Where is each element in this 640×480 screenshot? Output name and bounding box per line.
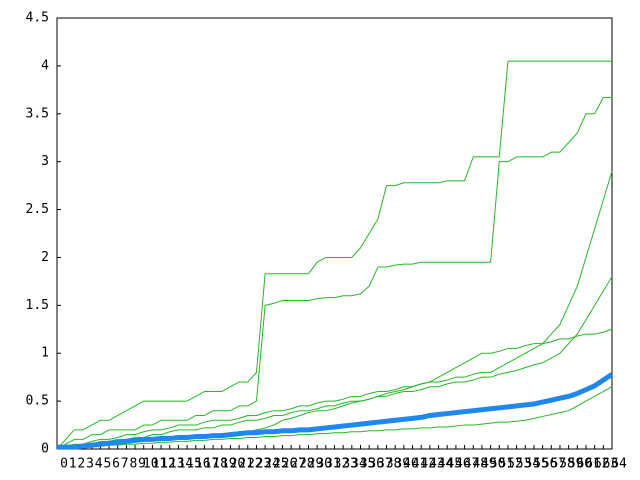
x-tick-label: 59 [568, 457, 584, 472]
x-tick-label: 31 [325, 457, 341, 472]
x-tick-label: 1 [69, 457, 77, 472]
x-tick-label: 23 [256, 457, 272, 472]
x-tick-label: 38 [386, 457, 402, 472]
y-tick-label: 2.5 [26, 202, 49, 217]
data-line [56, 60, 612, 450]
x-tick-label: 39 [394, 457, 410, 472]
data-line [57, 276, 613, 450]
x-tick-label: 45 [446, 457, 462, 472]
x-tick-label: 32 [334, 457, 350, 472]
x-tick-label: 60 [576, 457, 592, 472]
y-tick-label: 2 [41, 250, 49, 265]
x-tick-label: 54 [524, 457, 540, 472]
x-tick-label: 7 [121, 457, 129, 472]
x-tick-label: 53 [516, 457, 532, 472]
x-tick-label: 8 [129, 457, 137, 472]
plot-frame [56, 17, 613, 450]
x-tick-label: 62 [594, 457, 610, 472]
x-tick-label: 35 [360, 457, 376, 472]
x-tick-label: 61 [585, 457, 601, 472]
x-tick-label: 47 [464, 457, 480, 472]
y-tick-label: 1 [41, 346, 49, 361]
x-tick-label: 36 [368, 457, 384, 472]
x-tick-label: 50 [490, 457, 506, 472]
x-tick-label: 28 [299, 457, 315, 472]
x-tick-label: 2 [77, 457, 85, 472]
x-tick-label: 37 [377, 457, 393, 472]
data-line [56, 171, 613, 450]
x-tick-label: 55 [533, 457, 549, 472]
x-tick-label: 21 [238, 457, 254, 472]
x-tick-label: 41 [412, 457, 428, 472]
x-tick-label: 57 [550, 457, 566, 472]
x-tick-label: 5 [103, 457, 111, 472]
x-tick-label: 63 [603, 457, 619, 472]
x-tick-label: 52 [507, 457, 523, 472]
x-tick-label: 44 [438, 457, 454, 472]
x-tick-label: 40 [403, 457, 419, 472]
x-tick-label: 20 [230, 457, 246, 472]
y-tick-label: 4.5 [26, 11, 49, 26]
x-tick-label: 16 [195, 457, 211, 472]
x-tick-label: 22 [247, 457, 263, 472]
x-tick-label: 3 [86, 457, 94, 472]
x-tick-label: 4 [95, 457, 103, 472]
data-line [56, 97, 612, 450]
x-tick-label: 27 [290, 457, 306, 472]
x-tick-label: 48 [472, 457, 488, 472]
x-tick-label: 11 [152, 457, 168, 472]
x-tick-label: 15 [186, 457, 202, 472]
x-tick-label: 43 [429, 457, 445, 472]
x-tick-label: 24 [264, 457, 280, 472]
y-tick-label: 1.5 [26, 298, 49, 313]
x-tick-label: 10 [143, 457, 159, 472]
y-tick-label: 4 [41, 58, 49, 73]
x-tick-label: 46 [455, 457, 471, 472]
x-tick-label: 64 [611, 457, 627, 472]
data-line [56, 386, 613, 450]
x-tick-label: 17 [204, 457, 220, 472]
x-tick-label: 26 [282, 457, 298, 472]
x-tick-label: 13 [169, 457, 185, 472]
x-tick-label: 6 [112, 457, 120, 472]
x-tick-label: 18 [212, 457, 228, 472]
x-tick-label: 49 [481, 457, 497, 472]
x-tick-label: 0 [60, 457, 68, 472]
x-tick-label: 12 [160, 457, 176, 472]
x-tick-label: 33 [342, 457, 358, 472]
y-tick-label: 3.5 [26, 106, 49, 121]
x-tick-label: 29 [308, 457, 324, 472]
x-tick-label: 30 [316, 457, 332, 472]
x-tick-label: 42 [420, 457, 436, 472]
x-tick-label: 25 [273, 457, 289, 472]
x-tick-label: 14 [178, 457, 194, 472]
x-tick-label: 19 [221, 457, 237, 472]
x-tick-label: 51 [498, 457, 514, 472]
x-tick-label: 9 [138, 457, 146, 472]
y-tick-label: 3 [41, 154, 49, 169]
y-tick-label: 0 [41, 442, 49, 457]
y-tick-label: 0.5 [26, 394, 49, 409]
x-tick-label: 56 [542, 457, 558, 472]
x-tick-label: 34 [351, 457, 367, 472]
x-tick-label: 58 [559, 457, 575, 472]
data-line [57, 372, 614, 450]
